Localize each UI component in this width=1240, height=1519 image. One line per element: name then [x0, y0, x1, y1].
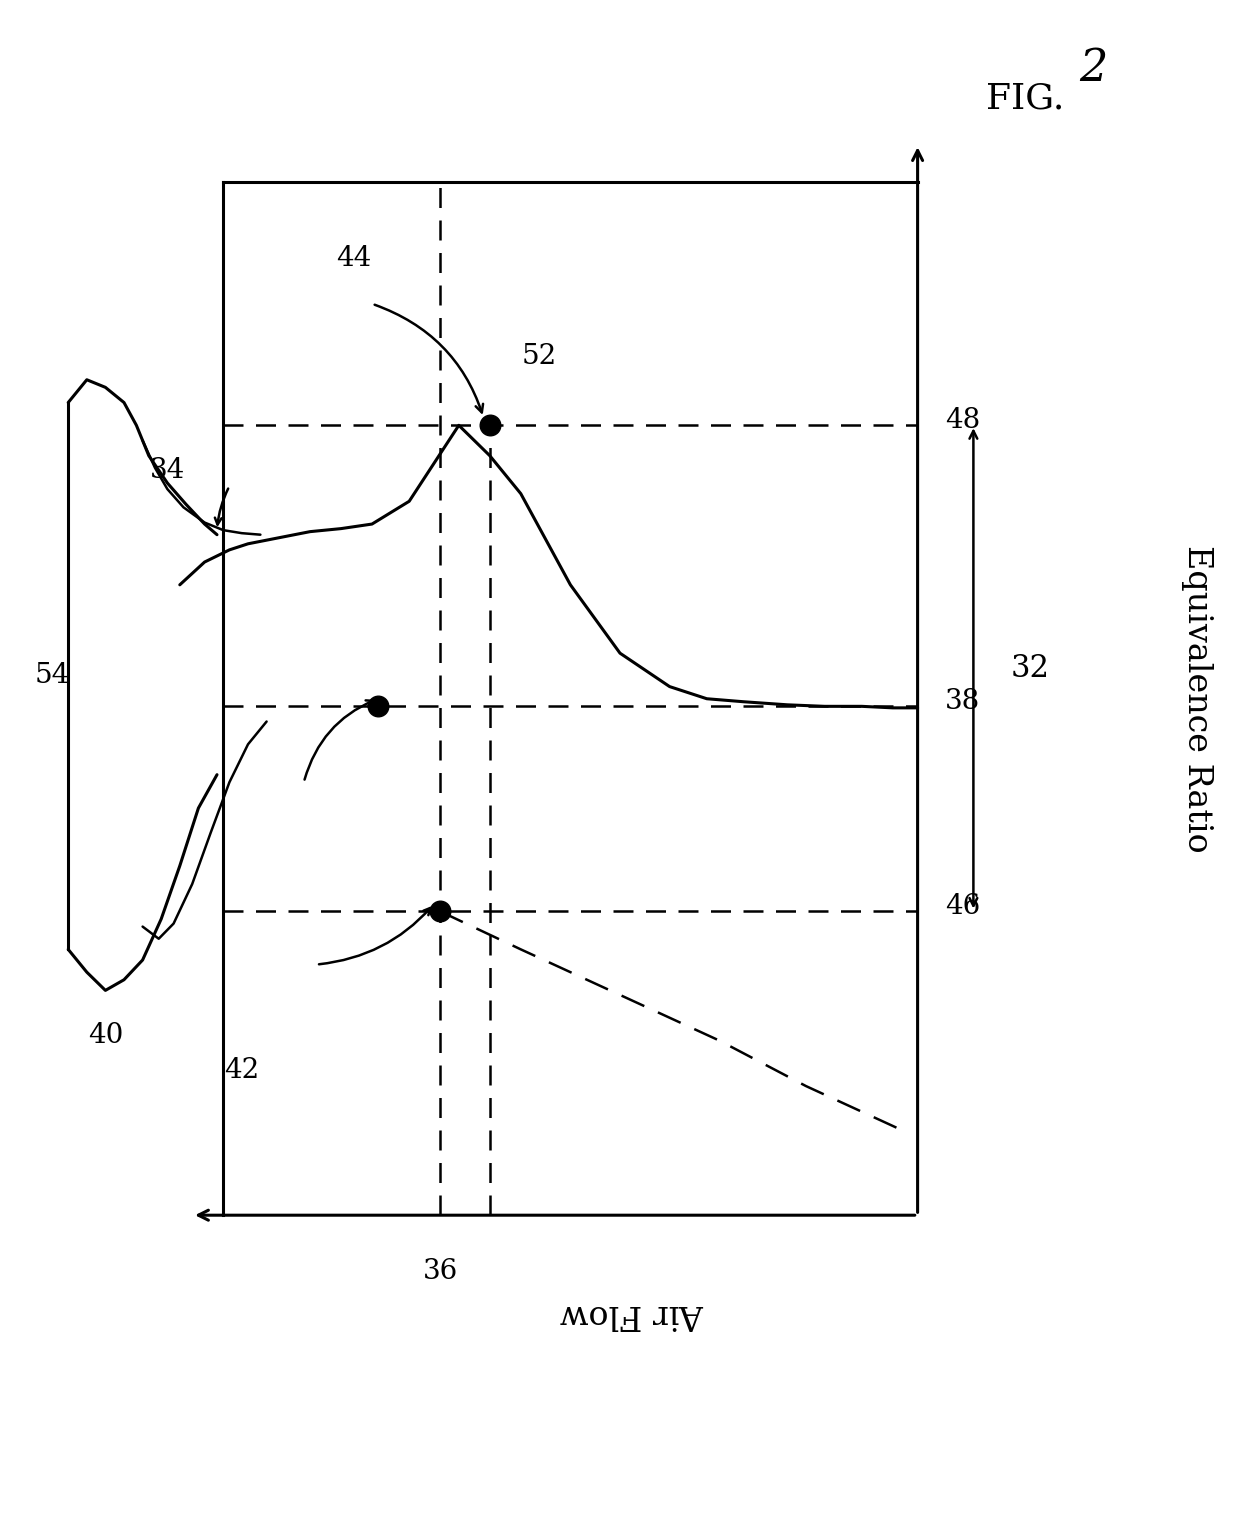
Text: 46: 46 [945, 893, 980, 921]
Text: 38: 38 [945, 688, 980, 715]
Text: Equivalence Ratio: Equivalence Ratio [1180, 545, 1213, 852]
Text: 42: 42 [224, 1057, 259, 1085]
Point [480, 413, 500, 437]
Text: 36: 36 [423, 1258, 458, 1285]
Text: 2: 2 [1079, 47, 1107, 90]
Text: 40: 40 [88, 1022, 123, 1050]
Point [430, 899, 450, 924]
Text: FIG.: FIG. [986, 82, 1064, 115]
Text: Air Flow: Air Flow [560, 1297, 704, 1331]
Text: 44: 44 [336, 245, 371, 272]
Text: 52: 52 [522, 343, 557, 371]
Text: 32: 32 [1011, 653, 1049, 684]
Text: 48: 48 [945, 407, 980, 434]
Point [368, 694, 388, 718]
Text: 54: 54 [35, 662, 69, 690]
Text: 34: 34 [150, 457, 185, 485]
